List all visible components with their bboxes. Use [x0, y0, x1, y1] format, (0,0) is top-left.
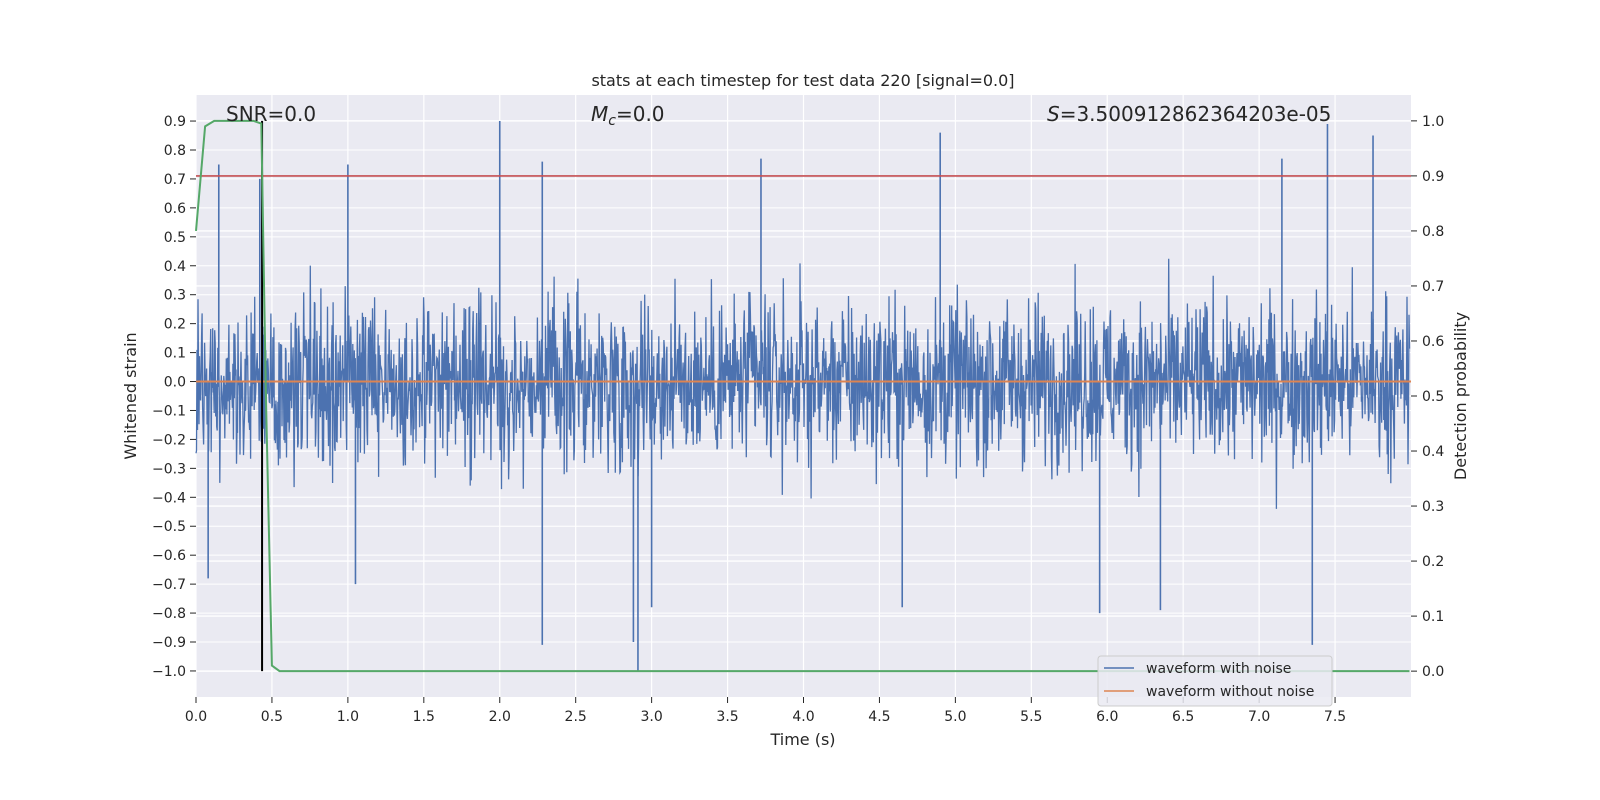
y-axis-left-ticks: 0.9 0.8 0.7 0.6 0.5 0.4 0.3 0.2 0.1 0.0 −0.1 −0.2 −0…	[152, 114, 196, 680]
y-right-tick-label-4: 0.6	[1422, 334, 1444, 350]
annotation-mc-value: =0.0	[616, 102, 665, 126]
annotation-snr: SNR=0.0	[226, 102, 316, 126]
x-tick-label-10: 5.0	[944, 709, 966, 725]
x-axis-label: Time (s)	[769, 730, 835, 749]
y-left-tick-label-5: 0.4	[164, 259, 186, 275]
y-left-tick-label-8: 0.1	[164, 346, 186, 362]
annotation-s-value: =3.500912862364203e-05	[1060, 102, 1332, 126]
x-tick-label-4: 2.0	[489, 709, 511, 725]
annotation-mc-subscript: c	[608, 113, 616, 129]
y-right-tick-label-8: 0.2	[1422, 554, 1444, 570]
y-left-tick-label-6: 0.3	[164, 288, 186, 304]
x-tick-label-9: 4.5	[868, 709, 890, 725]
y-left-tick-label-11: −0.2	[152, 432, 186, 448]
y-left-tick-label-3: 0.6	[164, 201, 186, 217]
x-tick-label-13: 6.5	[1172, 709, 1194, 725]
y-left-tick-label-13: −0.4	[152, 490, 186, 506]
x-tick-label-5: 2.5	[565, 709, 587, 725]
x-tick-label-7: 3.5	[716, 709, 738, 725]
y-left-tick-label-7: 0.2	[164, 317, 186, 333]
y-left-tick-label-2: 0.7	[164, 172, 186, 188]
y-right-tick-label-6: 0.4	[1422, 444, 1444, 460]
y-left-tick-label-10: −0.1	[152, 403, 186, 419]
x-tick-label-6: 3.0	[640, 709, 662, 725]
x-tick-label-1: 0.5	[261, 709, 283, 725]
y-right-tick-label-3: 0.7	[1422, 279, 1444, 295]
y-axis-right-label: Detection probability	[1451, 312, 1470, 480]
y-left-tick-label-9: 0.0	[164, 375, 186, 391]
legend-entry-clean: waveform without noise	[1146, 684, 1314, 700]
line-detection-probability	[195, 119, 1410, 673]
y-left-tick-label-15: −0.6	[152, 548, 186, 564]
x-tick-label-11: 5.5	[1020, 709, 1042, 725]
series-lines	[195, 119, 1411, 673]
y-left-tick-label-16: −0.7	[152, 577, 186, 593]
annotation-mc-symbol: M	[591, 102, 608, 126]
y-left-tick-label-17: −0.8	[152, 606, 186, 622]
x-tick-label-15: 7.5	[1324, 709, 1346, 725]
y-right-tick-label-2: 0.8	[1422, 224, 1444, 240]
noise-trace	[195, 258, 1411, 509]
y-left-tick-label-1: 0.8	[164, 143, 186, 159]
legend-entry-noise: waveform with noise	[1146, 661, 1291, 677]
y-left-tick-label-19: −1.0	[152, 664, 186, 680]
annotation-mc: Mc=0.0	[591, 102, 665, 129]
y-right-tick-label-0: 1.0	[1422, 114, 1444, 130]
y-right-tick-label-9: 0.1	[1422, 609, 1444, 625]
y-left-tick-label-4: 0.5	[164, 230, 186, 246]
y-right-tick-label-5: 0.5	[1422, 389, 1444, 405]
x-tick-label-2: 1.0	[337, 709, 359, 725]
chart-title: stats at each timestep for test data 220…	[591, 71, 1014, 90]
y-right-tick-label-1: 0.9	[1422, 169, 1444, 185]
legend-box	[1097, 655, 1333, 707]
annotation-s: S=3.500912862364203e-05	[1047, 102, 1331, 126]
y-left-tick-label-14: −0.5	[152, 519, 186, 535]
x-tick-label-12: 6.0	[1096, 709, 1118, 725]
x-axis-ticks: 0.0 0.5 1.0 1.5 2.0 2.5 3.0 3.5 4.0 4.5 5.0 5.5 6.0 6…	[185, 697, 1346, 725]
x-tick-label-8: 4.0	[792, 709, 814, 725]
annotation-s-symbol: S	[1047, 102, 1060, 126]
legend: waveform with noise waveform without noi…	[1097, 655, 1333, 707]
y-axis-right-ticks: 1.0 0.9 0.8 0.7 0.6 0.5 0.4 0.3 0.2 0.1 0.0	[1411, 114, 1444, 680]
series-waveform-with-noise	[195, 121, 1411, 671]
y-right-tick-label-10: 0.0	[1422, 664, 1444, 680]
x-tick-label-3: 1.5	[413, 709, 435, 725]
y-axis-left-label: Whitened strain	[121, 332, 140, 459]
y-right-tick-label-7: 0.3	[1422, 499, 1444, 515]
x-tick-label-14: 7.0	[1248, 709, 1270, 725]
x-tick-label-0: 0.0	[185, 709, 207, 725]
y-left-tick-label-0: 0.9	[164, 114, 186, 130]
y-left-tick-label-12: −0.3	[152, 461, 186, 477]
y-left-tick-label-18: −0.9	[152, 635, 186, 651]
